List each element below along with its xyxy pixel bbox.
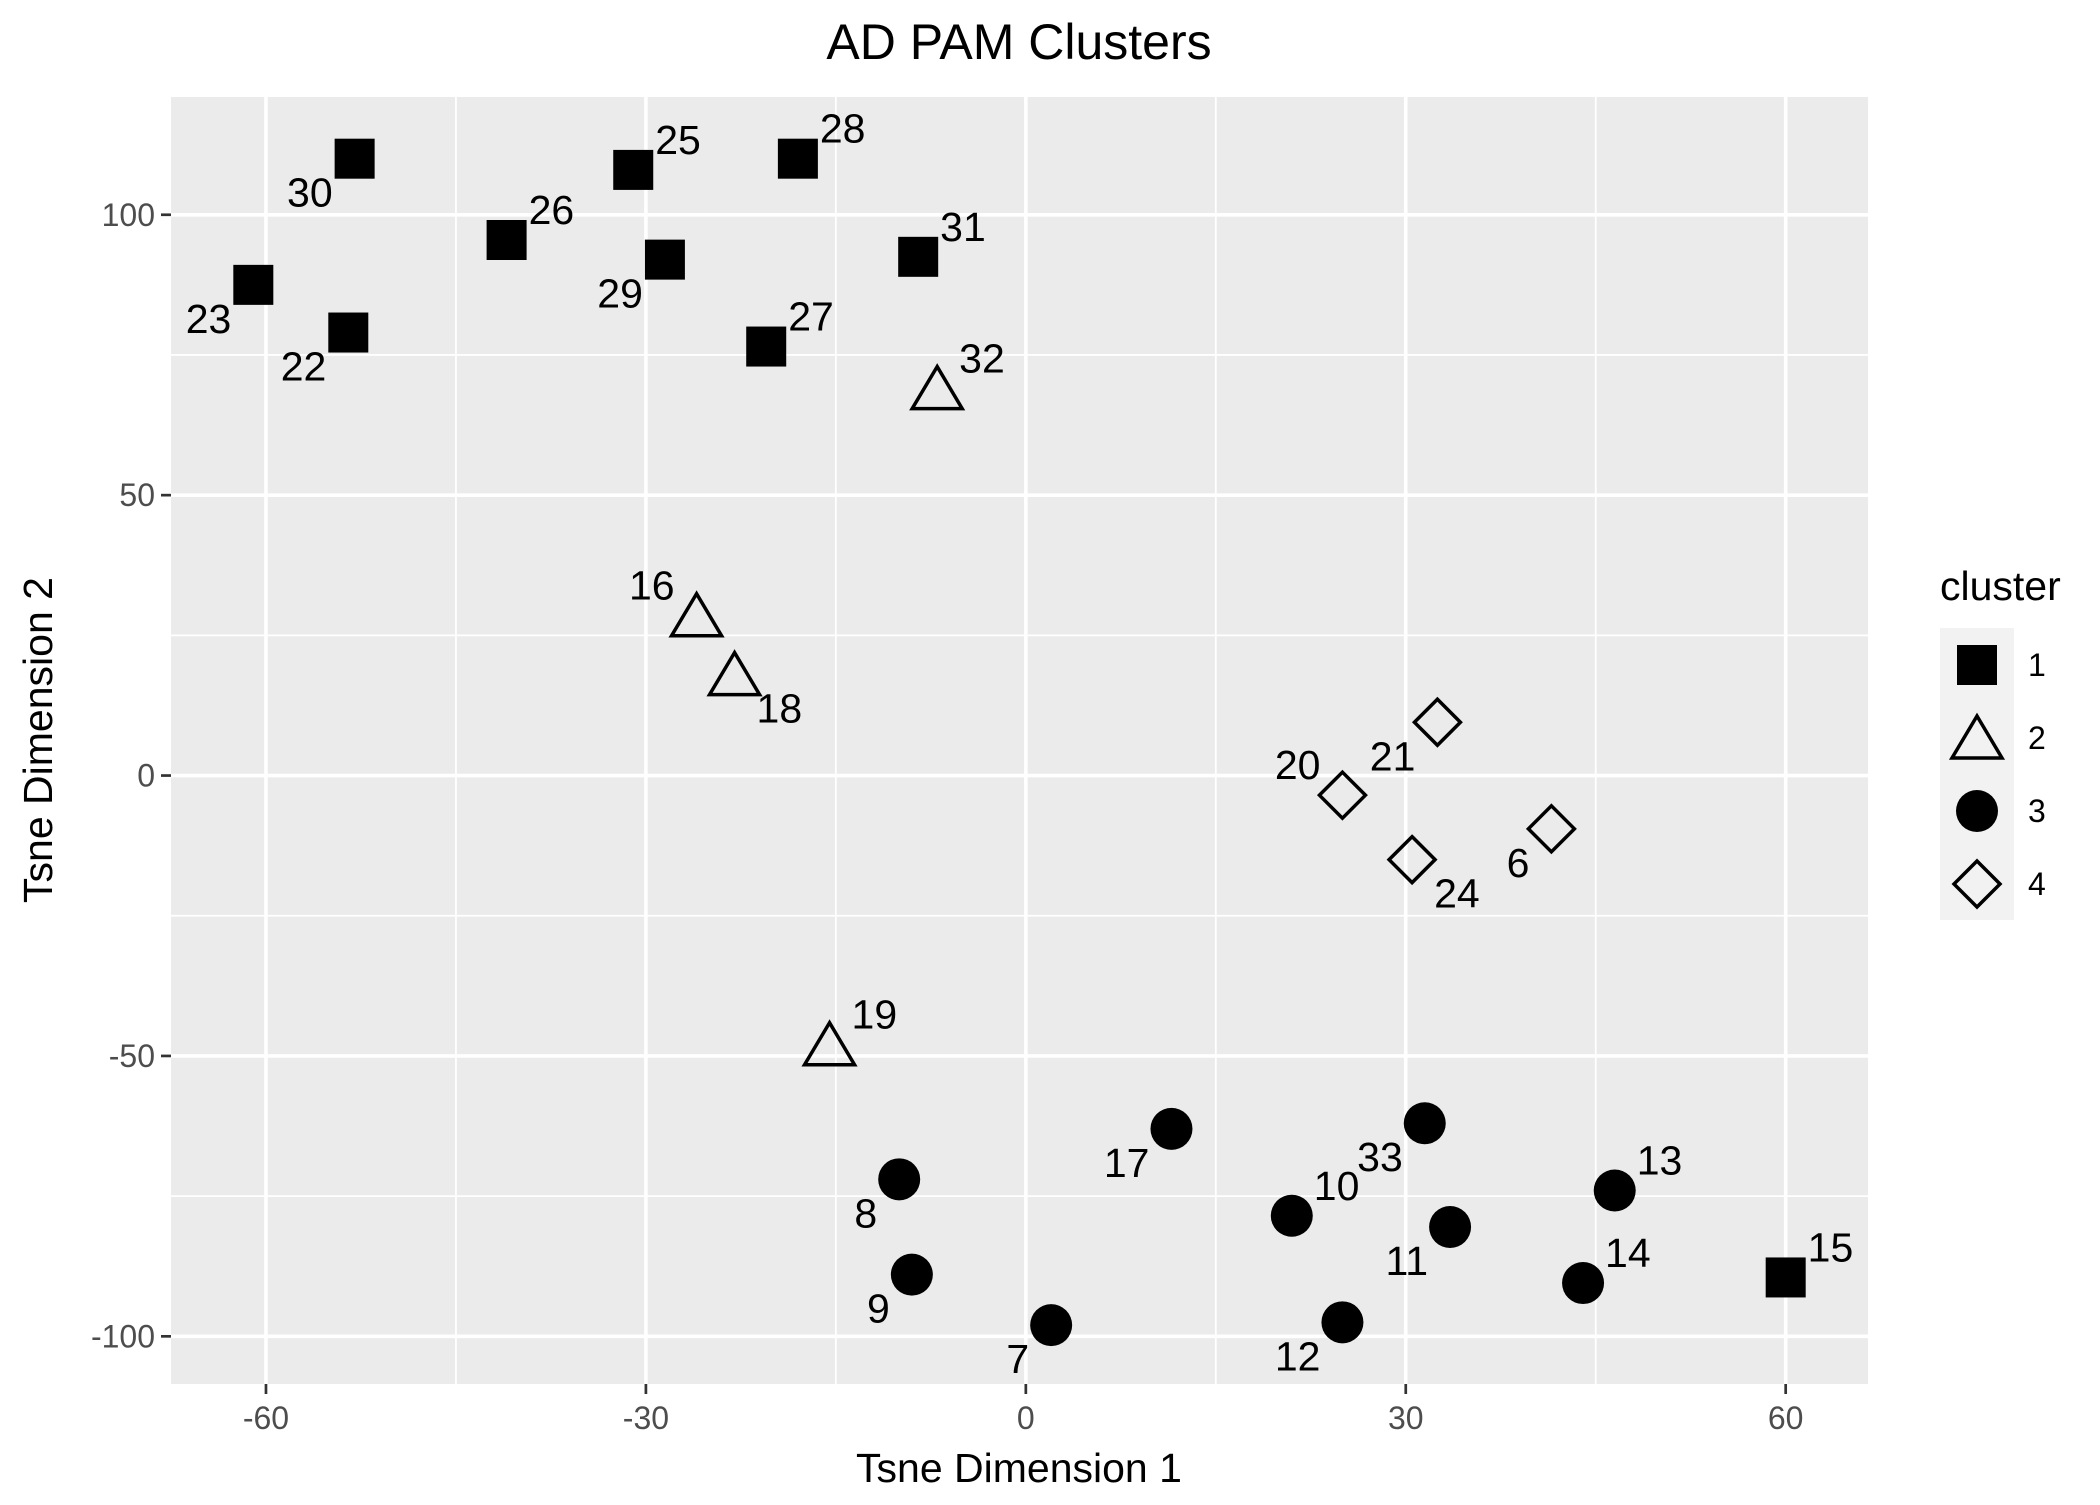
point-label: 16 [629, 563, 675, 609]
x-tick-label: 0 [1017, 1400, 1035, 1436]
point-cluster-3 [1429, 1205, 1472, 1248]
point-label: 18 [757, 686, 803, 732]
y-tick-label: 50 [119, 477, 155, 513]
point-cluster-4 [1316, 769, 1368, 821]
point-label: 17 [1104, 1140, 1150, 1186]
legend-label: 4 [2028, 866, 2046, 902]
point-label: 32 [959, 336, 1005, 382]
legend-key-3 [1956, 790, 1998, 832]
point-cluster-1 [746, 326, 787, 367]
point-cluster-3 [1562, 1262, 1605, 1305]
plot-panel [171, 97, 1868, 1384]
x-tick-label: 60 [1768, 1400, 1804, 1436]
axis-ticks: -60 -30 0 30 60 -100 -50 0 50 100 [91, 197, 1804, 1436]
legend-title: cluster [1940, 563, 2061, 609]
point-label: 30 [287, 170, 333, 216]
point-cluster-1 [898, 236, 939, 277]
point-label: 20 [1275, 742, 1321, 788]
point-cluster-4 [1386, 834, 1438, 886]
point-label: 29 [597, 271, 643, 317]
point-label: 27 [788, 294, 834, 340]
point-label: 11 [1386, 1238, 1429, 1284]
point-cluster-1 [777, 138, 818, 179]
x-tick-label: -60 [243, 1400, 289, 1436]
point-cluster-3 [1150, 1107, 1193, 1150]
chart-title: AD PAM Clusters [826, 14, 1211, 70]
point-label: 15 [1808, 1224, 1854, 1270]
point-cluster-3 [1270, 1194, 1313, 1237]
point-cluster-2 [668, 590, 725, 638]
x-tick-label: -30 [623, 1400, 669, 1436]
legend-label: 1 [2028, 647, 2046, 683]
point-label: 9 [867, 1286, 890, 1332]
point-cluster-1 [328, 312, 369, 353]
point-label: 24 [1434, 871, 1480, 917]
legend-label: 3 [2028, 793, 2046, 829]
x-axis-title: Tsne Dimension 1 [856, 1445, 1182, 1491]
point-cluster-4 [1525, 803, 1577, 855]
point-cluster-2 [801, 1019, 858, 1067]
point-label: 26 [529, 187, 575, 233]
point-label: 12 [1275, 1333, 1321, 1379]
point-cluster-3 [890, 1253, 933, 1296]
legend-key-1 [1957, 645, 1997, 685]
y-tick-label: -100 [91, 1318, 155, 1354]
point-labels: 23 30 22 26 25 29 28 27 31 15 32 16 18 19 17 8 9 7 10 12 33 1… [186, 106, 1854, 1382]
x-tick-label: 30 [1388, 1400, 1424, 1436]
point-cluster-3 [878, 1158, 921, 1201]
point-label: 33 [1357, 1134, 1403, 1180]
point-cluster-1 [486, 220, 527, 260]
point-cluster-3 [1321, 1301, 1364, 1344]
point-cluster-1 [613, 149, 654, 190]
point-label: 28 [820, 106, 866, 152]
y-axis-title: Tsne Dimension 2 [15, 577, 61, 903]
data-points [233, 138, 1806, 1347]
point-cluster-1 [644, 239, 685, 280]
legend-key-2 [1948, 712, 2006, 760]
point-cluster-1 [233, 264, 274, 305]
point-label: 6 [1507, 840, 1530, 886]
y-tick-label: -50 [109, 1038, 155, 1074]
point-cluster-3 [1030, 1304, 1073, 1347]
point-cluster-4 [1411, 696, 1463, 748]
point-cluster-1 [334, 138, 375, 179]
point-label: 8 [854, 1190, 877, 1236]
legend-key-4 [1951, 858, 2003, 910]
legend: cluster 1 2 3 4 [1940, 563, 2061, 920]
gridlines [171, 97, 1868, 1384]
legend-label: 2 [2028, 720, 2046, 756]
point-label: 19 [852, 992, 898, 1038]
y-tick-label: 0 [137, 758, 155, 794]
point-label: 31 [940, 204, 986, 250]
point-cluster-2 [909, 363, 966, 411]
point-cluster-1 [1765, 1257, 1806, 1298]
point-label: 7 [1006, 1336, 1029, 1382]
point-label: 22 [281, 344, 327, 390]
point-cluster-2 [706, 649, 763, 697]
point-cluster-3 [1403, 1102, 1446, 1145]
point-label: 25 [655, 117, 701, 163]
y-tick-label: 100 [102, 197, 155, 233]
point-cluster-3 [1593, 1169, 1636, 1212]
point-label: 23 [186, 296, 232, 342]
point-label: 10 [1314, 1163, 1360, 1209]
point-label: 13 [1637, 1138, 1683, 1184]
point-label: 21 [1370, 733, 1416, 779]
point-label: 14 [1605, 1230, 1651, 1276]
